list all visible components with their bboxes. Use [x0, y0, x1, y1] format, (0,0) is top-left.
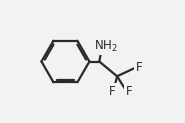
Text: NH$_2$: NH$_2$: [94, 39, 118, 54]
Text: F: F: [109, 85, 115, 98]
Text: F: F: [126, 85, 133, 98]
Text: F: F: [136, 61, 143, 74]
